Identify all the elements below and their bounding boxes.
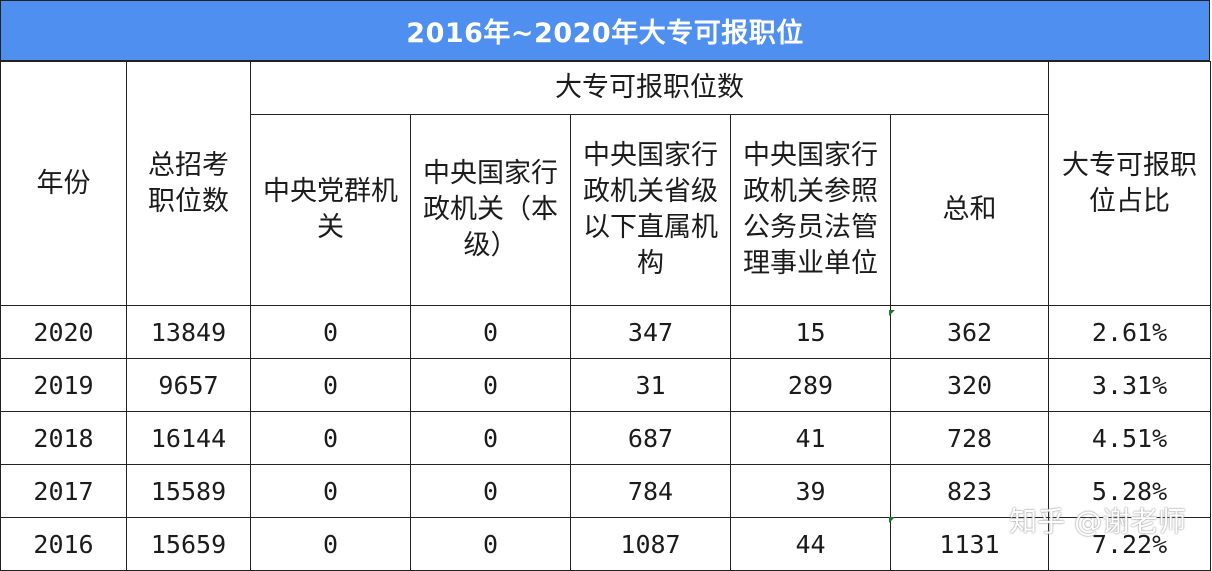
cell-total: 13849 (126, 305, 251, 359)
watermark: 知乎 @谢老师 (1009, 505, 1186, 538)
cell-marker (889, 310, 895, 316)
cell-level: 0 (410, 358, 571, 412)
header-year: 年份 (0, 61, 127, 306)
header-total-positions: 总招考职位数 (126, 61, 251, 306)
cell-party: 0 (250, 517, 411, 571)
table-row: 2016 15659 0 0 1087 44 1131 7.22% (0, 517, 1212, 571)
cell-provincial: 31 (570, 358, 731, 412)
cell-total: 16144 (126, 411, 251, 465)
cell-sum: 823 (889, 464, 1050, 518)
cell-party: 0 (250, 411, 411, 465)
cell-reference: 41 (730, 411, 891, 465)
cell-year: 2016 (0, 517, 127, 571)
cell-ratio: 3.31% (1048, 358, 1212, 412)
cell-provincial: 1087 (570, 517, 731, 571)
cell-year: 2020 (0, 305, 127, 359)
cell-provincial: 687 (570, 411, 731, 465)
cell-sum: 1131 (889, 517, 1050, 571)
cell-marker (889, 517, 895, 523)
cell-level: 0 (410, 464, 571, 518)
cell-sum: 362 (889, 305, 1050, 359)
cell-party: 0 (250, 464, 411, 518)
table-row: 2019 9657 0 0 31 289 320 3.31% (0, 358, 1212, 412)
cell-sum: 320 (889, 358, 1050, 412)
table-row: 2018 16144 0 0 687 41 728 4.51% (0, 411, 1212, 465)
cell-reference: 289 (730, 358, 891, 412)
table-row: 2017 15589 0 0 784 39 823 5.28% (0, 464, 1212, 518)
table-row: 2020 13849 0 0 347 15 362 2.61% (0, 305, 1212, 359)
cell-provincial: 347 (570, 305, 731, 359)
header-central-state-provincial: 中央国家行政机关省级以下直属机构 (570, 114, 731, 306)
cell-total: 15589 (126, 464, 251, 518)
cell-ratio: 4.51% (1048, 411, 1212, 465)
header-central-state-reference: 中央国家行政机关参照公务员法管理事业单位 (730, 114, 891, 306)
cell-total: 9657 (126, 358, 251, 412)
cell-reference: 15 (730, 305, 891, 359)
cell-ratio: 2.61% (1048, 305, 1212, 359)
table-title: 2016年~2020年大专可报职位 (0, 0, 1210, 61)
cell-year: 2019 (0, 358, 127, 412)
header-ratio: 大专可报职位占比 (1048, 61, 1212, 306)
positions-table: 年份 总招考职位数 大专可报职位数 大专可报职位占比 中央党群机关 中央国家行政… (0, 61, 1212, 571)
cell-ratio: 5.28% (1048, 464, 1212, 518)
cell-provincial: 784 (570, 464, 731, 518)
cell-year: 2017 (0, 464, 127, 518)
header-central-party: 中央党群机关 (250, 114, 411, 306)
cell-sum: 728 (889, 411, 1050, 465)
header-central-state-level: 中央国家行政机关（本级） (410, 114, 571, 306)
cell-level: 0 (410, 411, 571, 465)
cell-party: 0 (250, 358, 411, 412)
cell-level: 0 (410, 517, 571, 571)
cell-year: 2018 (0, 411, 127, 465)
cell-reference: 39 (730, 464, 891, 518)
cell-level: 0 (410, 305, 571, 359)
header-group: 大专可报职位数 (249, 61, 1050, 115)
cell-reference: 44 (730, 517, 891, 571)
cell-total: 15659 (126, 517, 251, 571)
cell-party: 0 (250, 305, 411, 359)
table-body: 2020 13849 0 0 347 15 362 2.61% 2019 9657 0 0 31 289 3… (0, 305, 1212, 571)
header-sum: 总和 (889, 114, 1050, 306)
